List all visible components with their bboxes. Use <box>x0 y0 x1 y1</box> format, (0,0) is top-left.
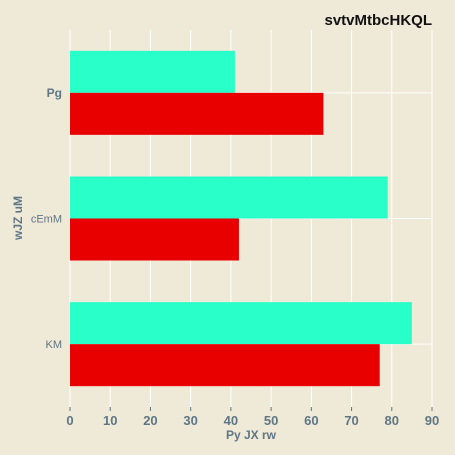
x-tick-label: 10 <box>103 413 117 428</box>
x-tick-label: 70 <box>344 413 358 428</box>
bar-cEmM-series-2 <box>70 219 239 261</box>
x-axis-label: Py JX rw <box>226 428 277 442</box>
chart-title: svtvMtbcHKQL <box>324 12 432 29</box>
y-axis-label: wJZ uM <box>11 196 25 241</box>
bar-cEmM-series-1 <box>70 177 388 219</box>
x-tick-label: 90 <box>425 413 439 428</box>
x-tick-label: 0 <box>66 413 73 428</box>
x-axis-ticks: 0 10 20 30 40 50 60 70 80 90 <box>66 407 439 428</box>
y-tick-label: cEmM <box>31 214 62 226</box>
x-tick-label: 20 <box>143 413 157 428</box>
bar-KM-series-2 <box>70 344 380 386</box>
x-tick-label: 80 <box>385 413 399 428</box>
bar-Pg-series-1 <box>70 51 235 93</box>
x-tick-label: 40 <box>224 413 238 428</box>
x-tick-label: 60 <box>304 413 318 428</box>
y-tick-label: Pg <box>47 86 62 100</box>
x-tick-label: 50 <box>264 413 278 428</box>
y-axis-ticks: Pg cEmM KM <box>31 86 62 351</box>
bar-KM-series-1 <box>70 302 412 344</box>
y-tick-label: KM <box>46 339 63 351</box>
bar-Pg-series-2 <box>70 93 323 135</box>
x-tick-label: 30 <box>183 413 197 428</box>
